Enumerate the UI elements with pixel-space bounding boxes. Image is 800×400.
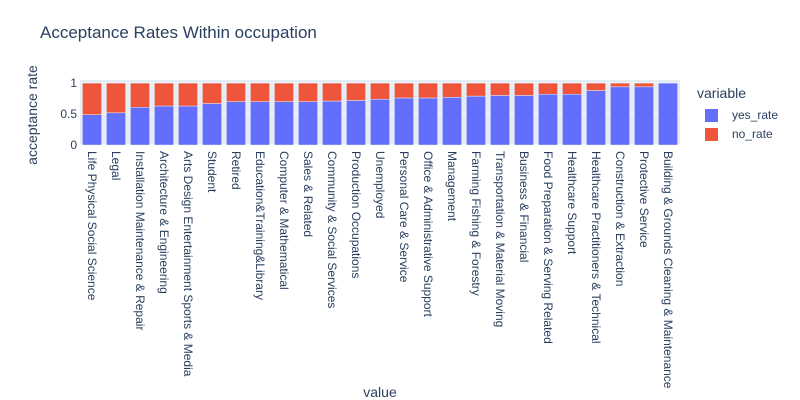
bar-no-rate[interactable] xyxy=(226,82,246,102)
bar-yes-rate[interactable] xyxy=(610,86,630,146)
bar-yes-rate[interactable] xyxy=(250,101,270,146)
bar-yes-rate[interactable] xyxy=(514,95,534,146)
y-axis-title: acceptance rate xyxy=(24,65,40,165)
x-tick-label: Education&Training&Library xyxy=(253,151,267,300)
bar-yes-rate[interactable] xyxy=(562,93,582,146)
x-tick-label: Personal Care & Service xyxy=(397,151,411,283)
legend-item-no-rate[interactable]: no_rate xyxy=(705,127,773,141)
bar-no-rate[interactable] xyxy=(442,82,462,98)
bars xyxy=(82,82,678,146)
bar-no-rate[interactable] xyxy=(346,82,366,101)
y-tick-label: 1 xyxy=(70,76,77,90)
x-tick-label: Community & Social Services xyxy=(325,151,339,308)
y-tick-label: 0 xyxy=(70,138,77,152)
x-tick-label: Management xyxy=(445,151,459,222)
bar-yes-rate[interactable] xyxy=(346,100,366,146)
bar-no-rate[interactable] xyxy=(610,82,630,88)
legend-title: variable xyxy=(697,85,747,101)
bar-yes-rate[interactable] xyxy=(322,100,342,146)
legend-swatch-yes-rate xyxy=(705,108,718,122)
x-tick-label: Healthcare Practitioners & Technical xyxy=(589,151,603,344)
bar-no-rate[interactable] xyxy=(562,82,582,95)
x-tick-label: Healthcare Support xyxy=(565,151,579,255)
bar-yes-rate[interactable] xyxy=(490,95,510,146)
x-tick-label: Student xyxy=(205,151,219,193)
bar-yes-rate[interactable] xyxy=(418,97,438,146)
bar-yes-rate[interactable] xyxy=(274,101,294,146)
bar-no-rate[interactable] xyxy=(394,82,414,99)
x-tick-label: Arts Design Entertainment Sports & Media xyxy=(181,151,195,377)
bar-yes-rate[interactable] xyxy=(466,95,486,146)
legend-label-no-rate: no_rate xyxy=(732,127,773,141)
y-ticks: 00.51 xyxy=(60,76,77,152)
bar-no-rate[interactable] xyxy=(634,82,654,88)
chart-title: Acceptance Rates Within occupation xyxy=(40,23,317,42)
bar-yes-rate[interactable] xyxy=(298,101,318,146)
bar-no-rate[interactable] xyxy=(538,82,558,95)
bar-yes-rate[interactable] xyxy=(106,112,126,146)
x-tick-label: Office & Administrative Support xyxy=(421,151,435,318)
x-tick-label: Transportation & Material Moving xyxy=(493,151,507,327)
bar-yes-rate[interactable] xyxy=(202,103,222,146)
bar-yes-rate[interactable] xyxy=(370,98,390,146)
bar-no-rate[interactable] xyxy=(490,82,510,96)
x-tick-label: Sales & Related xyxy=(301,151,315,237)
legend-swatch-no-rate xyxy=(705,127,718,141)
bar-yes-rate[interactable] xyxy=(154,105,174,146)
bar-yes-rate[interactable] xyxy=(658,82,678,146)
bar-yes-rate[interactable] xyxy=(538,93,558,146)
x-tick-label: Computer & Mathematical xyxy=(277,151,291,290)
x-tick-label: Farming Fishing & Forestry xyxy=(469,151,483,296)
bar-yes-rate[interactable] xyxy=(442,97,462,146)
bar-yes-rate[interactable] xyxy=(178,105,198,146)
x-tick-label: Protective Service xyxy=(637,151,651,248)
x-tick-label: Construction & Extraction xyxy=(613,151,627,286)
bar-yes-rate[interactable] xyxy=(394,97,414,146)
x-ticks: Life Physical Social Science Legal Install… xyxy=(85,151,675,389)
x-tick-label: Building & Grounds Cleaning & Maintenanc… xyxy=(661,151,675,389)
bar-no-rate[interactable] xyxy=(322,82,342,102)
bar-no-rate[interactable] xyxy=(154,82,174,107)
x-tick-label: Life Physical Social Science xyxy=(85,151,99,301)
bar-no-rate[interactable] xyxy=(370,82,390,100)
x-axis-title: value xyxy=(363,384,397,400)
x-tick-label: Legal xyxy=(109,151,123,180)
bar-no-rate[interactable] xyxy=(250,82,270,102)
bar-no-rate[interactable] xyxy=(514,82,534,96)
bar-yes-rate[interactable] xyxy=(226,101,246,146)
bar-no-rate[interactable] xyxy=(586,82,606,91)
x-tick-label: Retired xyxy=(229,151,243,190)
bar-yes-rate[interactable] xyxy=(634,86,654,146)
bar-no-rate[interactable] xyxy=(106,82,126,114)
bar-yes-rate[interactable] xyxy=(130,106,150,146)
bar-yes-rate[interactable] xyxy=(586,90,606,146)
x-tick-label: Business & Financial xyxy=(517,151,531,262)
x-tick-label: Food Preparation & Serving Related xyxy=(541,151,555,344)
x-tick-label: Unemployed xyxy=(373,151,387,218)
bar-no-rate[interactable] xyxy=(178,82,198,107)
x-tick-label: Installation Maintenance & Repair xyxy=(133,151,147,330)
bar-no-rate[interactable] xyxy=(82,82,102,115)
legend-item-yes-rate[interactable]: yes_rate xyxy=(705,108,778,122)
legend-label-yes-rate: yes_rate xyxy=(732,108,779,122)
bar-yes-rate[interactable] xyxy=(82,114,102,146)
x-tick-label: Production Occupations xyxy=(349,151,363,278)
y-tick-label: 0.5 xyxy=(60,107,77,121)
bar-no-rate[interactable] xyxy=(298,82,318,102)
bar-no-rate[interactable] xyxy=(130,82,150,108)
bar-no-rate[interactable] xyxy=(274,82,294,102)
x-tick-label: Architecture & Engineering xyxy=(157,151,171,294)
bar-no-rate[interactable] xyxy=(202,82,222,104)
bar-no-rate[interactable] xyxy=(466,82,486,97)
bar-no-rate[interactable] xyxy=(418,82,438,99)
